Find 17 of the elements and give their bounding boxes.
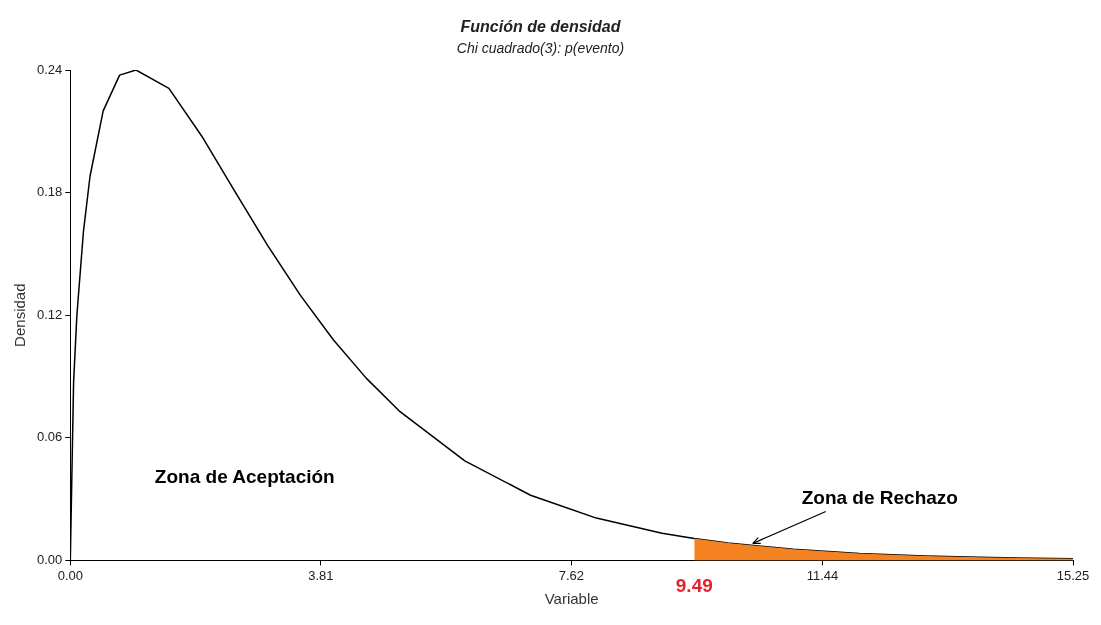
x-tick-label: 3.81 — [308, 567, 334, 583]
y-tick-label: 0.06 — [36, 429, 63, 445]
chart-title: Función de densidad — [460, 18, 622, 36]
x-tick-label: 0.00 — [57, 567, 83, 583]
y-axis-title: Densidad — [11, 283, 29, 347]
x-tick-label: 11.44 — [806, 567, 839, 583]
x-axis-title: Variable — [544, 590, 599, 608]
y-tick-label: 0.24 — [36, 61, 63, 77]
x-tick-label: 7.62 — [558, 567, 584, 583]
y-tick-label: 0.12 — [36, 306, 63, 322]
x-tick-label: 15.25 — [1056, 567, 1090, 583]
y-tick-label: 0.00 — [36, 551, 63, 567]
y-tick-label: 0.18 — [36, 184, 63, 200]
annotation: 9.49 — [675, 574, 713, 596]
chart-subtitle: Chi cuadrado(3): p(evento) — [456, 40, 625, 57]
annotation: Zona de Aceptación — [154, 466, 335, 488]
annotation: Zona de Rechazo — [801, 486, 958, 508]
